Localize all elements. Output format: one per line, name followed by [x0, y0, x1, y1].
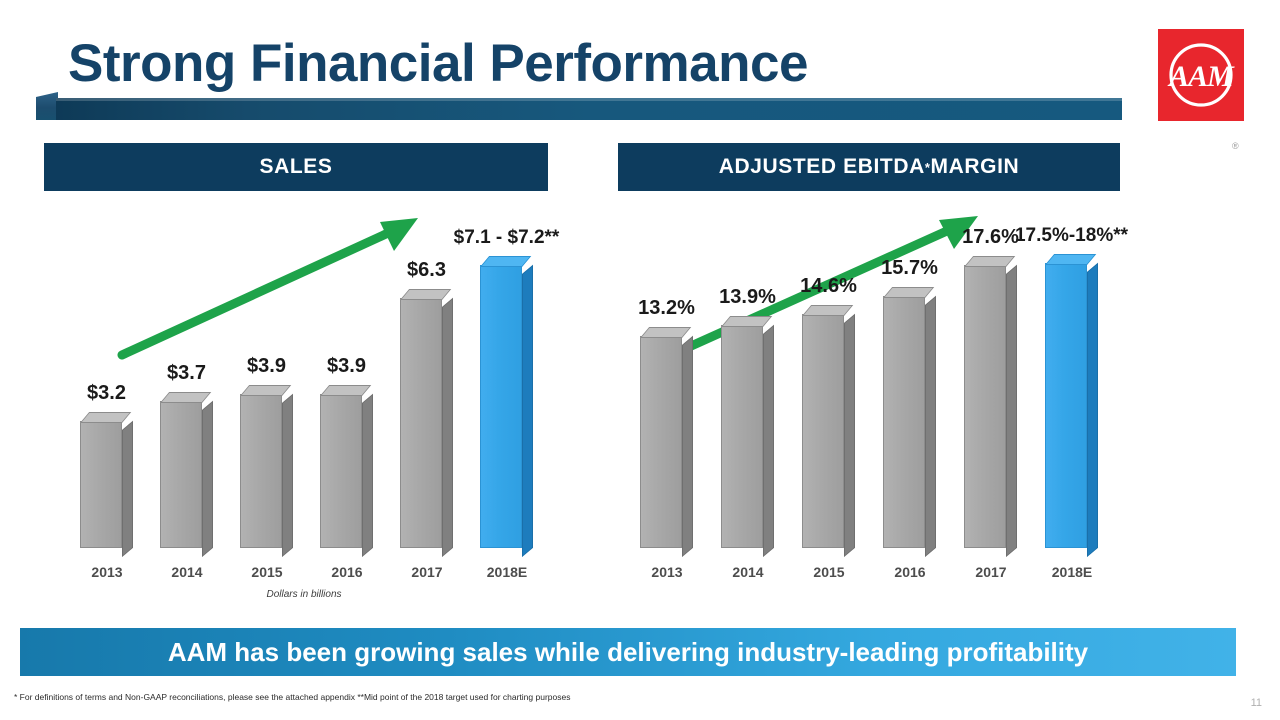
bar-value-label-2017: $6.3	[407, 259, 446, 282]
bar-2015	[240, 384, 293, 557]
summary-banner: AAM has been growing sales while deliver…	[20, 628, 1236, 676]
registered-mark: ®	[1232, 141, 1239, 151]
page-number: 11	[1250, 697, 1262, 709]
bar-2016	[320, 384, 373, 557]
bar-2013	[640, 327, 693, 557]
bar-face-front	[1045, 263, 1087, 548]
category-label-2016: 2016	[894, 564, 926, 580]
bar-face-front	[80, 421, 122, 548]
bar-face-front	[640, 336, 682, 548]
footnote: * For definitions of terms and Non-GAAP …	[14, 692, 571, 702]
category-label-2014: 2014	[171, 564, 203, 580]
bar-2017	[400, 289, 453, 557]
category-label-2018E: 2018E	[1051, 564, 1093, 580]
bar-face-side	[763, 324, 774, 557]
category-label-2014: 2014	[732, 564, 764, 580]
bar-face-front	[721, 324, 763, 548]
bar-value-label-2014: $3.7	[167, 362, 206, 385]
bar-face-front	[240, 393, 282, 548]
bar-face-side	[1087, 262, 1098, 557]
bar-face-front	[480, 264, 522, 548]
category-label-2016: 2016	[331, 564, 363, 580]
bar-value-label-2015: $3.9	[247, 354, 286, 377]
aam-logo: AAM ®	[1158, 29, 1244, 151]
bar-face-side	[282, 393, 293, 557]
bar-face-front	[160, 401, 202, 548]
bar-face-side	[1006, 265, 1017, 557]
sales-chart: Dollars in billions $3.2 2013 $3.7 2014 $3.9…	[44, 200, 564, 600]
bar-face-front	[883, 295, 925, 548]
category-label-2015: 2015	[813, 564, 845, 580]
bar-2016	[883, 286, 936, 557]
bar-2013	[80, 412, 133, 557]
bar-face-side	[925, 295, 936, 557]
category-label-2017: 2017	[975, 564, 1007, 580]
category-label-2015: 2015	[251, 564, 283, 580]
bar-face-front	[320, 393, 362, 548]
bar-face-top	[1045, 254, 1097, 266]
bar-face-top	[240, 384, 292, 396]
bar-2015	[802, 304, 855, 557]
bar-face-side	[844, 313, 855, 557]
sales-section-header: SALES	[44, 143, 548, 191]
ribbon-bar	[56, 98, 1122, 120]
bar-face-front	[400, 298, 442, 548]
bar-value-label-2014: 13.9%	[719, 285, 776, 308]
sales-axis-note: Dollars in billions	[266, 589, 342, 600]
ebitda-margin-chart: 13.2% 2013 13.9% 2014 14.6% 2015 15.7% 2016 17.6…	[618, 200, 1138, 600]
bar-value-label-2013: $3.2	[87, 382, 126, 405]
title-underline-ribbon	[36, 92, 1122, 120]
bar-value-label-2016: 15.7%	[881, 256, 938, 279]
category-label-2013: 2013	[651, 564, 683, 580]
category-label-2017: 2017	[411, 564, 443, 580]
bar-value-label-2015: 14.6%	[800, 274, 857, 297]
bar-2018E	[480, 255, 533, 557]
bar-face-top	[400, 289, 452, 301]
ebitda-footnote-marker: *	[924, 159, 931, 175]
ebitda-section-label: ADJUSTED EBITDA	[718, 155, 925, 178]
bar-2017	[964, 256, 1017, 557]
ebitda-section-label-tail: MARGIN	[930, 155, 1020, 178]
bar-value-label-2016: $3.9	[327, 354, 366, 377]
bar-value-label-2017: 17.6%	[962, 226, 1019, 249]
bar-value-label-2013: 13.2%	[638, 297, 695, 320]
category-label-2013: 2013	[91, 564, 123, 580]
bar-face-side	[442, 298, 453, 557]
svg-text:AAM: AAM	[1167, 60, 1235, 93]
bar-face-side	[682, 335, 693, 557]
bar-2014	[721, 315, 774, 557]
ebitda-section-header: ADJUSTED EBITDA * MARGIN	[618, 143, 1120, 191]
bar-face-top	[320, 384, 372, 396]
bar-2014	[160, 392, 213, 557]
page-title: Strong Financial Performance	[68, 34, 808, 93]
logo-mark-icon: AAM	[1167, 43, 1236, 107]
ribbon-highlight	[56, 98, 1122, 101]
bar-face-side	[362, 393, 373, 557]
bar-2018E	[1045, 254, 1098, 557]
category-label-2018E: 2018E	[486, 564, 528, 580]
bar-face-top	[80, 412, 132, 424]
bar-value-label-2018E: 17.5%-18%**	[1014, 225, 1129, 247]
sales-section-label: SALES	[259, 155, 333, 178]
bar-value-label-2018E: $7.1 - $7.2**	[453, 226, 560, 248]
ribbon-end-cap	[36, 92, 58, 120]
summary-banner-text: AAM has been growing sales while deliver…	[167, 636, 1089, 667]
bar-face-top	[640, 327, 692, 339]
bar-face-side	[202, 401, 213, 557]
bar-face-side	[522, 264, 533, 557]
bar-face-front	[802, 313, 844, 548]
bar-face-side	[122, 421, 133, 557]
bar-face-front	[964, 265, 1006, 548]
